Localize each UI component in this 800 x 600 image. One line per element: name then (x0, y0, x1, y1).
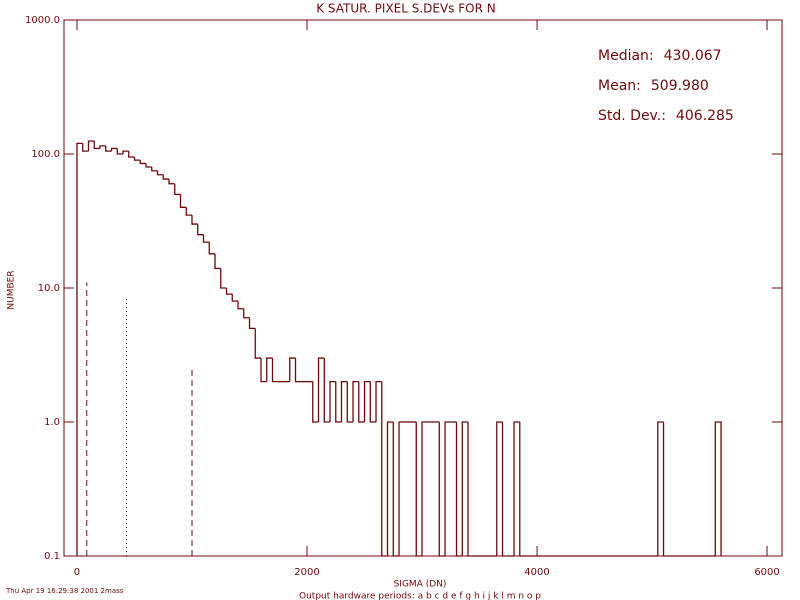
histogram-bin (340, 381, 348, 422)
histogram-bin (438, 422, 446, 557)
histogram-bin (145, 163, 152, 168)
histogram-bin (714, 421, 722, 556)
x-tick-label: 6000 (754, 567, 779, 578)
histogram-bin (220, 268, 227, 289)
histogram-bin (375, 381, 382, 422)
x-tick-label: 2000 (294, 567, 319, 578)
histogram-bin (248, 317, 256, 329)
histogram-bin (82, 143, 89, 152)
histogram-bin (386, 421, 394, 556)
stat-label: Mean: (598, 78, 641, 94)
histogram-bin (243, 308, 250, 319)
histogram-bin (369, 381, 377, 423)
histogram-bin (513, 421, 520, 556)
x-axis-label: SIGMA (DN) (394, 580, 447, 590)
histogram-bin (358, 381, 365, 423)
y-tick-label: 100.0 (31, 149, 60, 160)
stat-annotation: Median: 430.067 (598, 48, 722, 64)
histogram-bin (185, 207, 193, 216)
x-tick-label: 4000 (524, 567, 549, 578)
histogram-bin (237, 300, 244, 310)
chart-title: K SATUR. PIXEL S.DEVs FOR N (316, 2, 496, 16)
histogram-bin (662, 422, 716, 557)
histogram-bin (657, 421, 664, 556)
histogram-bin (151, 166, 158, 172)
stat-annotation: Mean: 509.980 (598, 78, 709, 94)
histogram-bin (87, 140, 95, 152)
histogram-bin (352, 381, 359, 422)
histogram-bin (116, 148, 123, 155)
stat-value: 406.285 (676, 108, 734, 124)
histogram-bin (99, 145, 106, 149)
histogram-bin (312, 381, 319, 423)
histogram-bin (323, 358, 331, 423)
histogram-bin (519, 422, 658, 557)
histogram-bin (208, 242, 216, 255)
histogram-bin (496, 421, 503, 556)
histogram-bin (93, 141, 100, 150)
histogram-bin (260, 358, 267, 383)
histogram-bin (294, 358, 302, 383)
histogram-bin (105, 145, 112, 152)
histogram-bin (381, 381, 388, 557)
y-tick-label: 10.0 (38, 283, 60, 294)
histogram-bin (214, 253, 221, 270)
histogram-bin (501, 422, 509, 557)
histogram-bin (174, 183, 181, 195)
histogram-bin (346, 381, 354, 423)
histogram-bin (122, 150, 129, 154)
stat-value: 509.980 (651, 78, 709, 94)
histogram-bin (421, 421, 428, 556)
histogram-bin (335, 381, 342, 423)
histogram-bin (415, 422, 423, 557)
stat-label: Std. Dev.: (598, 108, 666, 124)
histogram-bin (191, 215, 198, 225)
histogram-bin (317, 357, 325, 422)
y-axis-label: NUMBER (7, 270, 17, 309)
histogram-bin (461, 421, 469, 556)
histogram-bin (266, 357, 273, 382)
histogram-bin (133, 156, 141, 161)
x-tick-label: 0 (74, 567, 80, 578)
histogram-bin (197, 224, 204, 236)
histogram-bin (329, 381, 336, 422)
histogram-bin (162, 174, 170, 180)
histogram-bin (225, 288, 233, 295)
histogram-bin (110, 147, 118, 152)
histogram-bin (289, 357, 296, 382)
histogram-bin (231, 294, 239, 302)
histogram-bin (168, 179, 175, 185)
histogram-bin (444, 421, 451, 556)
footer-date: Thu Apr 19 16:29:38 2001 2mass (5, 587, 124, 595)
stat-annotation: Std. Dev.: 406.285 (598, 108, 734, 124)
histogram-bin (398, 421, 405, 556)
histogram-bin (76, 142, 83, 556)
y-tick-label: 1.0 (44, 417, 60, 428)
histogram-bin (363, 381, 371, 422)
histogram-bin (271, 358, 279, 383)
footer-periods: Output hardware periods: a b c d e f g h… (299, 592, 541, 600)
histogram-bin (254, 328, 262, 359)
y-tick-label: 0.1 (44, 551, 60, 562)
histogram-bin (179, 194, 187, 208)
histogram-bin (392, 422, 400, 557)
histogram-bin (139, 160, 147, 165)
histogram-bin (467, 422, 474, 557)
histogram-bin (128, 151, 135, 158)
histogram-bin (156, 170, 164, 176)
histogram-bin (202, 234, 210, 243)
stat-label: Median: (598, 48, 654, 64)
y-tick-label: 1000.0 (25, 15, 60, 26)
histogram-bin (455, 422, 463, 557)
stat-value: 430.067 (664, 48, 722, 64)
